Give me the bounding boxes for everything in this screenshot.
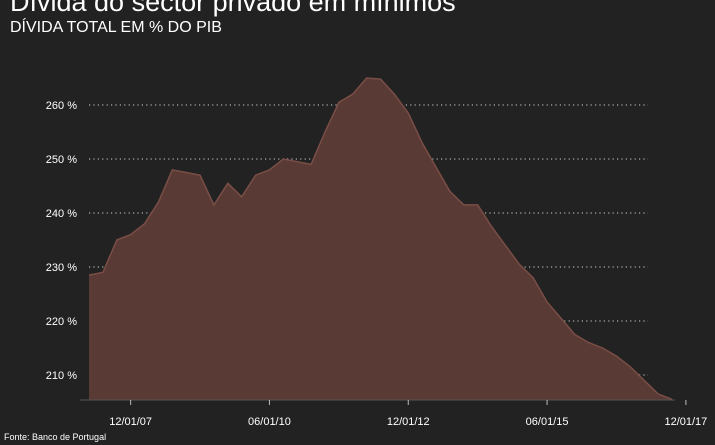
series-area bbox=[89, 78, 672, 400]
x-tick-label-2: 12/01/12 bbox=[387, 416, 430, 428]
y-tick-label-220: 220 % bbox=[46, 316, 77, 328]
area-chart: 210 % 220 % 230 % 240 % 250 % 260 % 12/01/07 06… bbox=[46, 77, 707, 428]
x-tick-label-1: 06/01/10 bbox=[248, 416, 291, 428]
x-tick-label-0: 12/01/07 bbox=[109, 416, 152, 428]
y-tick-label-260: 260 % bbox=[46, 100, 77, 112]
y-tick-label-240: 240 % bbox=[46, 208, 77, 220]
chart-subtitle: DÍVIDA TOTAL EM % DO PIB bbox=[10, 19, 222, 36]
series-line bbox=[88, 77, 673, 400]
x-tick-label-4: 12/01/17 bbox=[664, 416, 707, 428]
y-tick-label-210: 210 % bbox=[46, 370, 77, 382]
chart-title: Dívida do sector privado em mínimos bbox=[10, 0, 456, 17]
y-tick-label-250: 250 % bbox=[46, 154, 77, 166]
y-tick-label-230: 230 % bbox=[46, 262, 77, 274]
x-tick-label-3: 06/01/15 bbox=[526, 416, 569, 428]
source-note: Fonte: Banco de Portugal bbox=[4, 432, 107, 442]
